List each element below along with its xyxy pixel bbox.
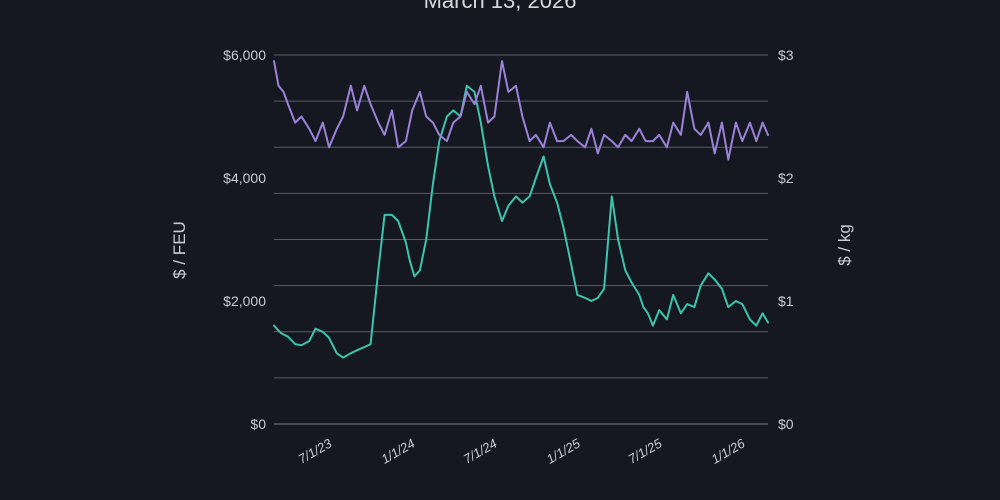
x-tick-label: 7/1/23 xyxy=(295,435,334,466)
left-tick-label: $6,000 xyxy=(223,47,266,63)
right-tick-label: $1 xyxy=(778,293,794,309)
left-tick-label: $0 xyxy=(250,416,266,432)
left-tick-label: $2,000 xyxy=(223,293,266,309)
x-tick-label: 7/1/24 xyxy=(461,436,500,467)
right-tick-label: $2 xyxy=(778,170,794,186)
x-tick-label: 7/1/25 xyxy=(626,435,665,466)
x-tick-label: 1/1/25 xyxy=(544,435,583,466)
right-tick-label: $3 xyxy=(778,47,794,63)
left-tick-label: $4,000 xyxy=(223,170,266,186)
x-tick-label: 1/1/26 xyxy=(709,435,748,466)
x-tick-label: 1/1/24 xyxy=(379,436,418,467)
series-line-right xyxy=(273,60,769,161)
series-line-left xyxy=(273,84,769,359)
right-tick-label: $0 xyxy=(778,416,794,432)
chart-title: March 13, 2026 xyxy=(423,0,577,13)
